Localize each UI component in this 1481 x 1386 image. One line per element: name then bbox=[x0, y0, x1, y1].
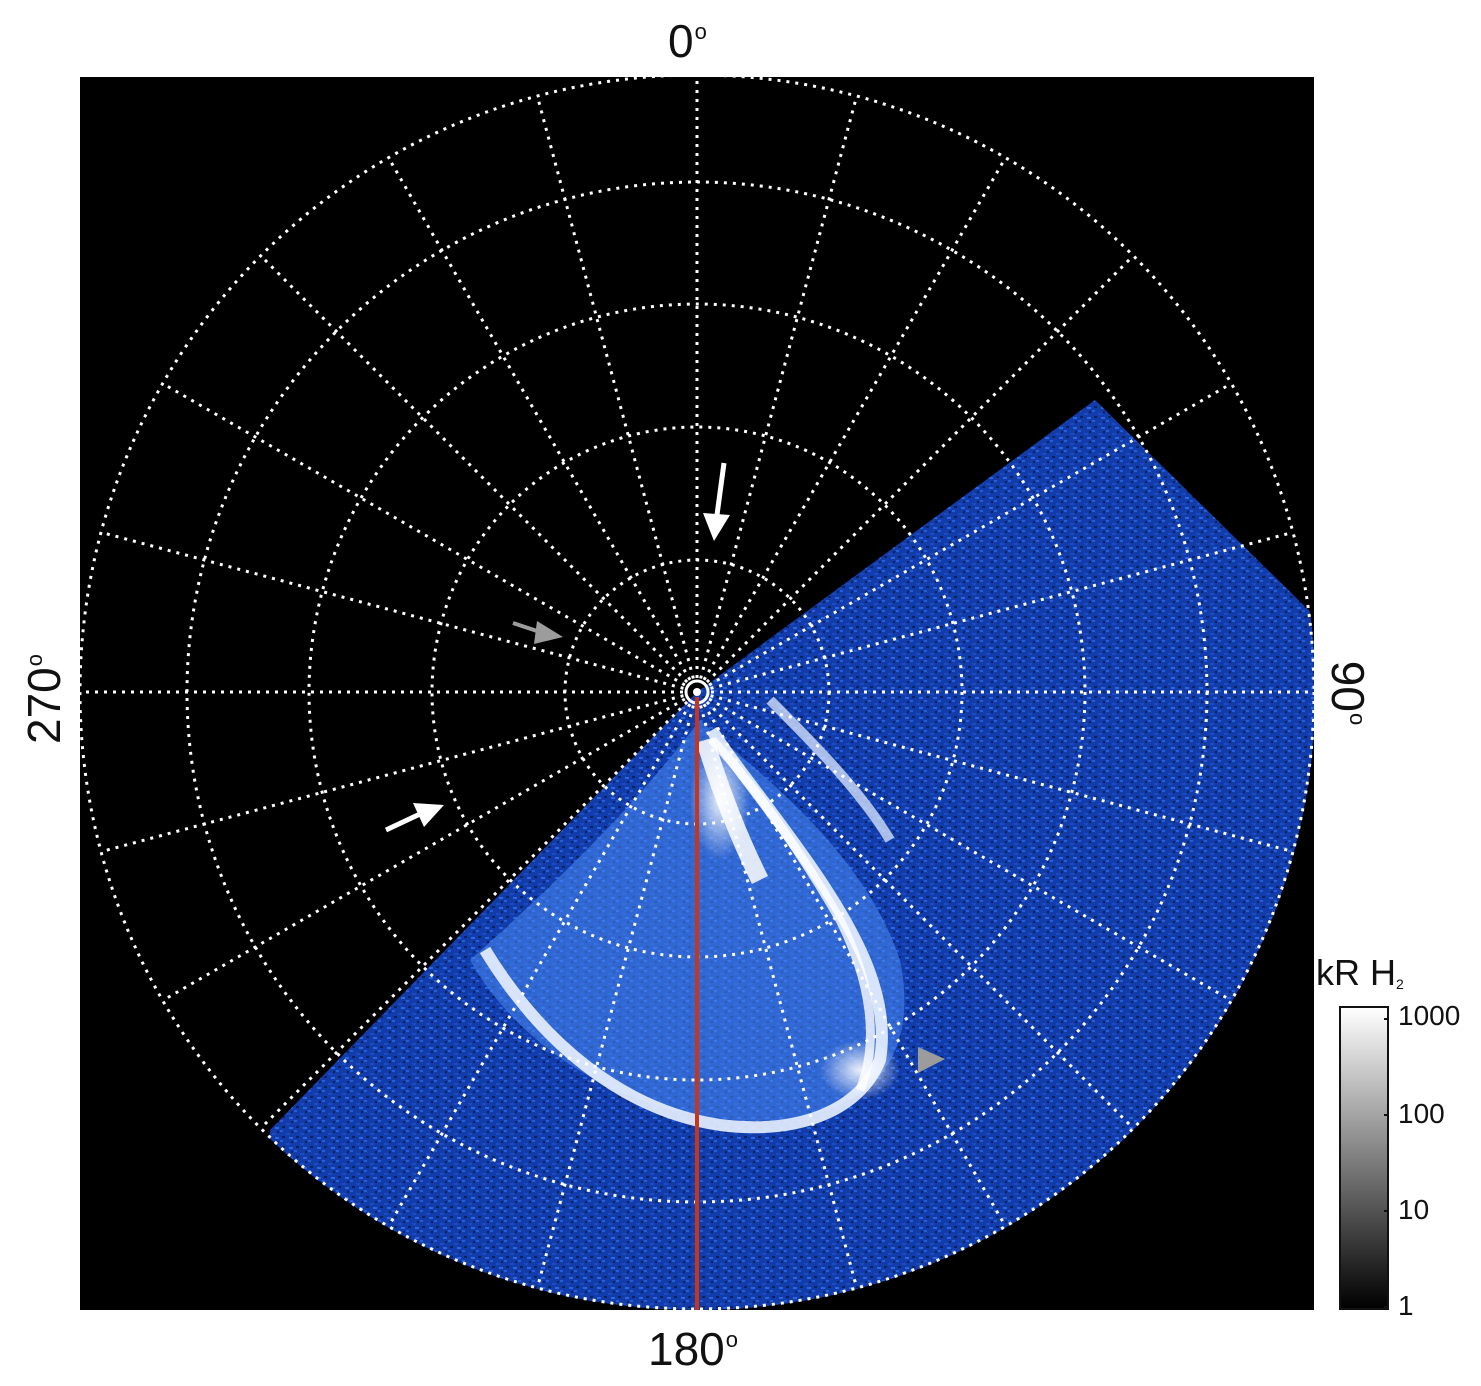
meridian-line bbox=[387, 156, 692, 681]
degree-symbol: o bbox=[694, 19, 707, 44]
diffuse-emission bbox=[470, 720, 905, 1121]
meridian-line bbox=[100, 530, 684, 690]
azimuth-value: 270 bbox=[18, 667, 70, 744]
azimuth-label-left: 270o bbox=[17, 639, 71, 759]
meridian-line bbox=[259, 700, 689, 1130]
colorbar-tick: 100 bbox=[1398, 1098, 1445, 1129]
degree-symbol: o bbox=[1345, 712, 1370, 726]
meridian-line bbox=[708, 697, 1233, 1002]
meridian-line bbox=[100, 694, 684, 854]
meridian-line bbox=[535, 705, 695, 1289]
colorbar-tick: 10 bbox=[1398, 1194, 1430, 1225]
meridian-line bbox=[702, 703, 1007, 1228]
colorbar-tick: 1000 bbox=[1398, 1000, 1461, 1031]
colorbar bbox=[1339, 1006, 1389, 1310]
meridian-line bbox=[699, 95, 859, 679]
meridian-line bbox=[710, 530, 1294, 690]
azimuth-value: 90 bbox=[1322, 660, 1374, 712]
meridian-line bbox=[699, 705, 859, 1289]
meridian-line bbox=[708, 382, 1233, 687]
azimuth-label-top: 0o bbox=[668, 14, 707, 68]
meridian-line bbox=[387, 703, 692, 1228]
meridian-line bbox=[535, 95, 695, 679]
colorbar-title-text: kR H bbox=[1316, 952, 1396, 993]
colorbar-tick: 1 bbox=[1398, 1290, 1414, 1321]
white-arrow-icon bbox=[384, 803, 444, 833]
colorbar-title: kR H2 bbox=[1316, 952, 1404, 994]
white-arrow-icon bbox=[703, 462, 730, 541]
azimuth-label-right: 90o bbox=[1321, 633, 1375, 753]
longitude-grid bbox=[80, 77, 1314, 1309]
meridian-line bbox=[710, 694, 1294, 854]
degree-symbol: o bbox=[725, 1327, 738, 1352]
degree-symbol: o bbox=[22, 654, 47, 667]
dawn-arc bbox=[766, 696, 895, 843]
meridian-line bbox=[259, 254, 689, 684]
azimuth-label-bottom: 180o bbox=[648, 1322, 738, 1376]
gray-arrow-icon bbox=[512, 621, 563, 644]
meridian-line bbox=[702, 156, 1007, 681]
gray-triangle-icon bbox=[918, 1047, 945, 1073]
meridian-line bbox=[161, 697, 686, 1002]
azimuth-value: 180 bbox=[648, 1323, 725, 1375]
meridian-line bbox=[705, 254, 1135, 684]
meridian-line bbox=[705, 700, 1135, 1130]
colorbar-title-subscript: 2 bbox=[1396, 976, 1404, 992]
meridian-line bbox=[161, 382, 686, 687]
azimuth-value: 0 bbox=[668, 15, 694, 67]
